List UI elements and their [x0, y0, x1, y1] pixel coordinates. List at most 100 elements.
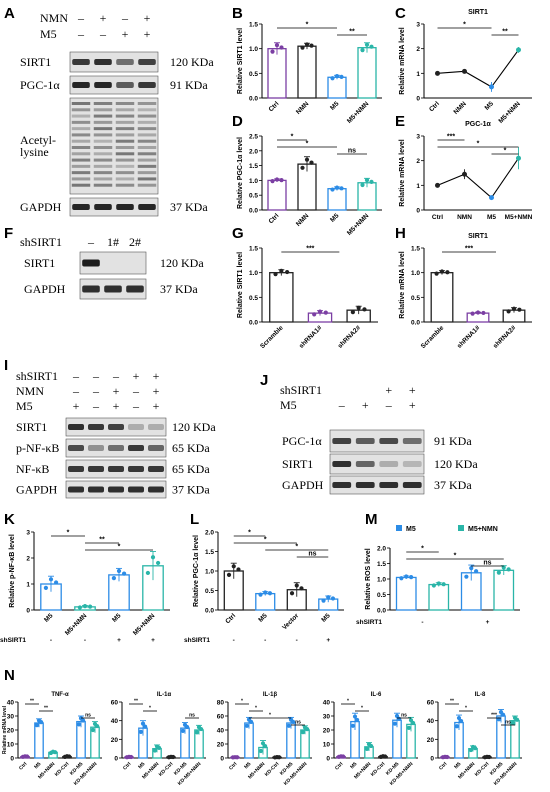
- chart-n2-data-point: [129, 754, 134, 760]
- chart-n1-category-label: Ctrl: [18, 761, 29, 772]
- blot-f-header-mark: –: [87, 235, 95, 249]
- blot-a-acetyl-band: [137, 108, 157, 112]
- blot-a-acetyl-band: [137, 158, 157, 162]
- chart-n3-data-point: [258, 748, 263, 754]
- blot-a-acetyl-band: [93, 164, 113, 168]
- blot-j-row-frame: [329, 429, 425, 453]
- blot-a-kda-label: 120 KDa: [170, 55, 214, 69]
- chart-n1-sig-label: **: [30, 699, 34, 705]
- chart-l-sig-label: *: [295, 544, 298, 551]
- chart-d-y-tick-label: 2.0: [249, 148, 258, 155]
- blot-a-acetyl-band: [71, 139, 91, 143]
- chart-n5-sig-label: ***: [491, 713, 497, 719]
- blot-j-row-band: [332, 438, 352, 444]
- chart-l-data-point: [289, 591, 295, 596]
- chart-n2-category-label: M5: [137, 761, 146, 770]
- chart-d-data-point: [279, 178, 284, 183]
- blot-a-acetyl-band: [115, 133, 135, 137]
- blot-f-row-band: [126, 285, 144, 293]
- chart-g-data-point: [285, 269, 290, 275]
- blot-j-condition-label: shSIRT1: [280, 383, 322, 397]
- chart-n1-data-point: [81, 718, 86, 723]
- chart-n4-title: IL-6: [371, 692, 382, 698]
- chart-k-data-point: [48, 577, 54, 582]
- blot-a-condition-label: M5: [40, 27, 57, 41]
- chart-d-data-point: [270, 179, 275, 184]
- chart-m-data-point: [474, 569, 479, 574]
- blot-j-kda-label: 120 KDa: [434, 457, 478, 471]
- chart-n5-sig-label: **: [450, 699, 454, 705]
- blot-a-row-band: [94, 82, 112, 88]
- blot-a-condition-mark: +: [122, 27, 129, 41]
- chart-h-data-point: [439, 269, 445, 274]
- chart-c-y-tick-label: 3: [416, 22, 420, 29]
- chart-n5-data-point: [510, 720, 515, 726]
- chart-n2-data-point: [180, 728, 185, 734]
- chart-e-category-label: M5: [487, 214, 496, 221]
- chart-b-bar: [327, 76, 347, 99]
- blot-a-acetyl-band: [71, 164, 91, 168]
- chart-g-sig-label: ***: [306, 246, 314, 253]
- chart-m-sig-label: ns: [483, 560, 491, 567]
- blot-a-acetyl-band: [71, 183, 91, 187]
- chart-h-data-point: [511, 306, 517, 311]
- chart-l-y-tick-label: 0.5: [205, 588, 214, 595]
- chart-g-data-point: [323, 310, 328, 315]
- blot-i-kda-label: 65 KDa: [172, 462, 210, 476]
- chart-h-data-point: [506, 309, 511, 314]
- chart-b-data-point: [360, 48, 365, 53]
- blot-j-condition-mark: –: [385, 398, 393, 412]
- chart-h-category-label: shRNA1#: [456, 324, 482, 350]
- chart-b-y-tick-label: 0.5: [249, 71, 258, 78]
- chart-b-sig-label: *: [306, 22, 309, 29]
- chart-n1-data-point: [76, 722, 81, 727]
- chart-n4-category-label: M5: [349, 761, 358, 770]
- chart-h-y-tick-label: 0.0: [411, 320, 420, 327]
- blot-a-acetyl-band: [115, 152, 135, 156]
- chart-k-data-point: [77, 605, 82, 610]
- chart-c-data-point: [435, 70, 440, 76]
- chart-n3-data-point: [244, 723, 249, 728]
- blot-a-acetyl-band: [71, 177, 91, 181]
- blot-a-row-band: [116, 82, 134, 88]
- chart-d-y-tick-label: 0.5: [249, 193, 258, 200]
- chart-g-bar: [269, 272, 294, 323]
- blot-j-condition-mark: –: [338, 398, 346, 412]
- chart-n3-sig-label: *: [269, 713, 271, 719]
- chart-c-series-line: [437, 49, 519, 88]
- chart-n5-y-tick-label: 20: [427, 737, 435, 744]
- blot-j-row-band: [379, 438, 399, 444]
- panel-letter-a: A: [4, 5, 15, 22]
- chart-n4-data-point: [383, 754, 388, 759]
- chart-m-data-point: [506, 567, 511, 572]
- blot-a-acetyl-band: [93, 183, 113, 187]
- blot-i-condition-mark: +: [133, 369, 140, 383]
- chart-n3-data-point: [286, 723, 291, 728]
- blot-a-acetyl-band: [137, 177, 157, 181]
- blot-j-row: [329, 429, 425, 453]
- blot-j-condition-label: M5: [280, 398, 297, 412]
- chart-m-y-tick-label: 1.0: [377, 577, 386, 584]
- chart-k-data-point: [116, 568, 122, 574]
- chart-g-data-point: [273, 272, 278, 277]
- chart-k-sig-label: **: [99, 537, 105, 544]
- chart-b-y-axis-label: Relative SIRT1 level: [237, 28, 244, 94]
- chart-l-data-point: [267, 591, 273, 596]
- blot-a-acetyl-band: [115, 146, 135, 149]
- blot-j-row-band: [402, 461, 422, 467]
- chart-n5-data-point: [454, 724, 459, 729]
- blot-a-acetyl-band: [93, 133, 113, 137]
- chart-g-data-point: [350, 310, 355, 315]
- chart-d-sig-label: ns: [348, 148, 356, 155]
- chart-l-category-label: Vector: [281, 612, 300, 631]
- chart-c-data-point: [462, 68, 467, 74]
- chart-k-y-tick-label: 0: [26, 608, 30, 615]
- blot-i-condition-mark: +: [73, 399, 80, 413]
- chart-n4-data-point: [411, 720, 416, 726]
- chart-n1-y-tick-label: 20: [7, 728, 15, 735]
- chart-c-sig-label: **: [502, 29, 508, 36]
- chart-e-sig-label: *: [477, 141, 480, 148]
- blot-a-condition-label: NMN: [40, 11, 68, 25]
- chart-b-bar: [357, 47, 377, 99]
- blot-i-row: [65, 459, 167, 479]
